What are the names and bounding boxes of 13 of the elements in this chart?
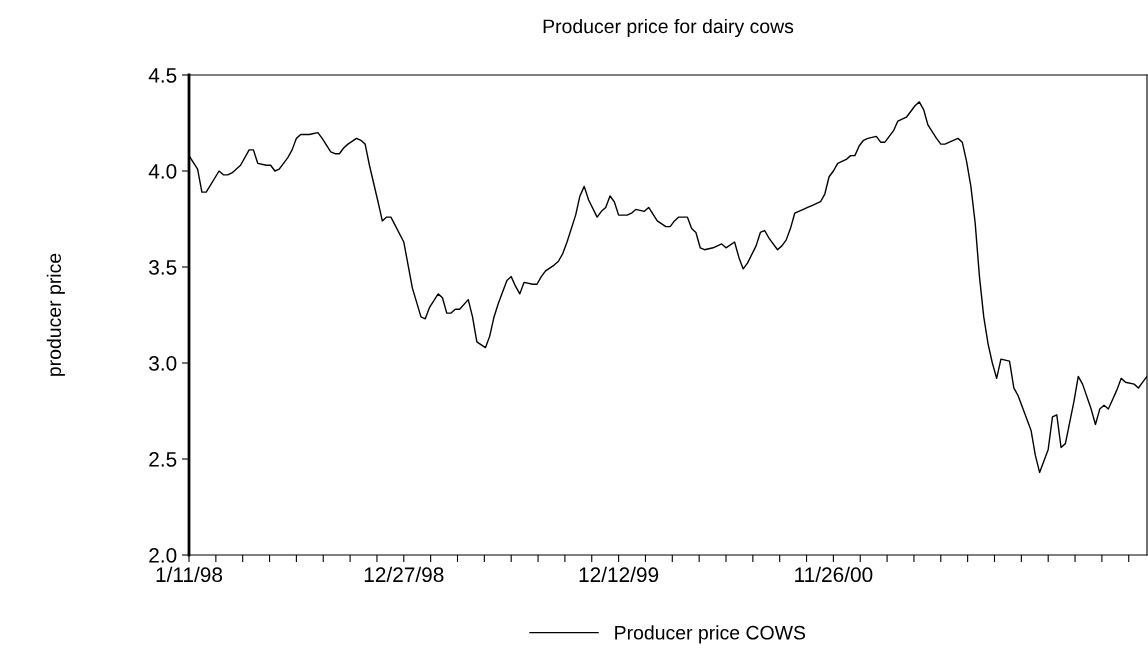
- chart-title: Producer price for dairy cows: [543, 18, 794, 38]
- x-tick-label: 1/11/98: [156, 566, 223, 583]
- y-tick-label: 4.0: [148, 164, 177, 179]
- y-axis-title: producer price: [46, 253, 65, 376]
- x-tick-label: 11/26/00: [795, 566, 873, 583]
- y-tick-label: 3.0: [149, 356, 177, 371]
- x-tick-label: 12/12/99: [579, 566, 659, 583]
- legend-label: Producer price COWS: [615, 625, 806, 644]
- y-tick-label: 4.5: [148, 68, 177, 83]
- y-tick-label: 2.5: [149, 452, 177, 467]
- y-tick-label: 3.5: [149, 260, 177, 275]
- x-tick-label: 12/27/98: [364, 566, 444, 583]
- y-tick-label: 2.0: [149, 548, 177, 563]
